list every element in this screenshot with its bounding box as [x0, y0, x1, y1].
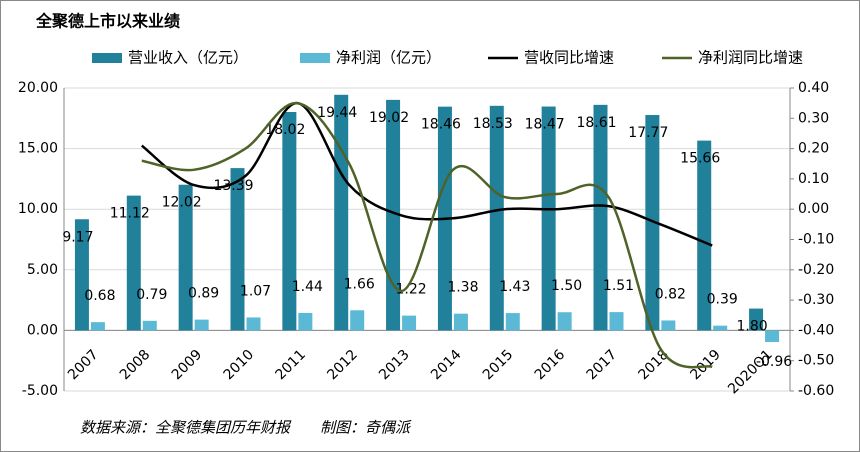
line — [141, 101, 713, 247]
y-tick-label: 15.00 — [18, 141, 58, 157]
y2-tick-label: 0.10 — [798, 171, 829, 187]
chart-title: 全聚德上市以来业绩 — [35, 12, 180, 31]
bar — [126, 195, 141, 331]
bar — [697, 140, 712, 331]
y2-tick-label: 0.30 — [798, 110, 829, 126]
value-label: 17.77 — [628, 125, 668, 141]
bar — [178, 184, 193, 331]
bar — [90, 322, 105, 331]
line — [141, 101, 713, 369]
value-label: 0.89 — [188, 286, 219, 302]
value-label: 18.61 — [576, 115, 616, 131]
legend-label: 净利润同比增速 — [698, 49, 803, 67]
value-label: 0.68 — [84, 288, 115, 304]
value-label: 1.44 — [292, 279, 323, 295]
value-label: 18.46 — [421, 117, 461, 133]
bar — [194, 319, 209, 331]
bar — [334, 94, 349, 331]
bar — [298, 312, 313, 331]
bar — [593, 104, 608, 331]
value-label: 11.12 — [110, 206, 150, 222]
y2-tick-label: -0.50 — [798, 353, 834, 369]
legend-label: 营业收入（亿元） — [128, 49, 248, 67]
legend-swatch — [300, 53, 330, 63]
bar — [230, 168, 245, 331]
value-label: 1.38 — [447, 280, 478, 296]
legend-swatch — [92, 53, 122, 63]
source: 数据来源：全聚德集团历年财报 制图：奇偶派 — [80, 419, 412, 437]
bar — [661, 320, 676, 331]
y2-tick-label: 0.00 — [798, 201, 829, 217]
y-tick-label: -5.00 — [22, 383, 58, 399]
value-label: 19.44 — [317, 105, 357, 121]
value-label: 13.39 — [213, 178, 253, 194]
value-label: 1.66 — [344, 276, 375, 292]
bar — [713, 325, 728, 331]
bar — [246, 317, 261, 331]
y-tick-label: 10.00 — [18, 201, 58, 217]
y-tick-label: 5.00 — [27, 262, 58, 278]
value-label: 9.17 — [62, 229, 93, 245]
bar — [350, 310, 365, 331]
bar — [749, 308, 764, 331]
value-label: 1.07 — [240, 283, 271, 299]
value-label: 12.02 — [162, 195, 202, 211]
bar — [282, 111, 297, 331]
bar — [74, 219, 89, 331]
value-label: 0.79 — [136, 287, 167, 303]
value-label: 1.43 — [499, 279, 530, 295]
bar — [453, 313, 468, 331]
bar — [386, 99, 401, 331]
y2-tick-label: -0.40 — [798, 322, 834, 338]
bar — [765, 330, 780, 343]
value-label: 1.80 — [736, 319, 767, 335]
value-label: -0.96 — [756, 354, 792, 370]
y2-tick-label: 0.40 — [798, 80, 829, 96]
value-label: 19.02 — [369, 110, 409, 126]
value-label: 0.39 — [707, 292, 738, 308]
bar — [489, 105, 504, 331]
value-label: 18.47 — [525, 117, 565, 133]
bar — [402, 315, 417, 331]
legend-label: 净利润（亿元） — [336, 49, 441, 67]
value-label: 1.50 — [551, 278, 582, 294]
y2-tick-label: -0.60 — [798, 383, 834, 399]
bar — [505, 313, 520, 331]
y-tick-label: 20.00 — [18, 80, 58, 96]
legend-label: 营收同比增速 — [524, 49, 614, 67]
bar — [541, 106, 556, 331]
y2-tick-label: -0.30 — [798, 292, 834, 308]
value-label: 0.82 — [655, 286, 686, 302]
value-label: 1.51 — [603, 278, 634, 294]
y-tick-label: 0.00 — [27, 322, 58, 338]
value-label: 18.53 — [473, 116, 513, 132]
y2-tick-label: -0.20 — [798, 262, 834, 278]
value-label: 1.22 — [395, 282, 426, 298]
bar — [645, 115, 660, 331]
bar — [609, 312, 624, 331]
bar — [142, 320, 157, 331]
value-label: 15.66 — [680, 151, 720, 167]
bar — [557, 312, 572, 331]
y2-tick-label: -0.10 — [798, 232, 834, 248]
y2-tick-label: 0.20 — [798, 141, 829, 157]
